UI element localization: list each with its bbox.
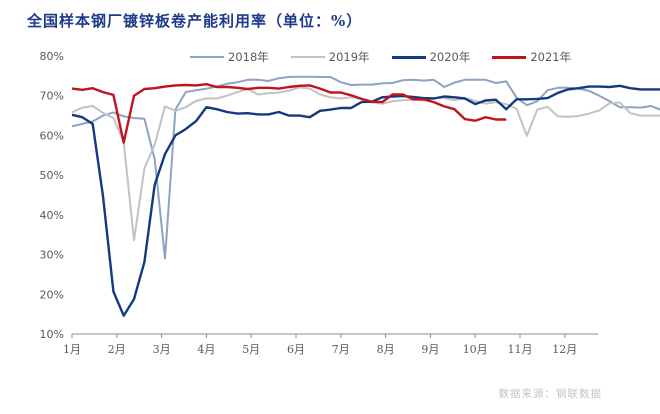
legend-item-2018: 2018年 [190,49,269,65]
x-tick-label: 11月 [508,343,533,356]
legend-swatch-2020 [391,55,426,59]
chart-legend: 2018年 2019年 2020年 2021年 [190,49,593,65]
y-tick-label: 20% [40,288,64,301]
x-tick-label: 1月 [63,343,81,356]
x-tick-label: 9月 [421,343,439,356]
y-tick-label: 40% [40,209,64,222]
legend-label-2018: 2018年 [228,50,269,64]
x-tick-label: 10月 [463,343,488,356]
legend-label-2019: 2019年 [328,50,370,64]
x-tick-label: 3月 [153,343,171,356]
y-tick-label: 50% [40,169,64,182]
chart-title: 全国样本钢厂镀锌板卷产能利用率（单位：%） [27,12,363,30]
y-tick-label: 30% [40,249,64,262]
series-line-2018 [71,75,660,260]
x-tick-label: 2月 [108,343,126,356]
x-tick-label: 7月 [332,343,350,356]
x-tick-label: 6月 [287,343,305,356]
x-tick-label: 8月 [377,343,395,356]
data-source-note: 数据来源：钢联数据 [498,388,602,400]
y-tick-label: 70% [40,90,64,103]
y-tick-label: 10% [40,328,64,341]
y-axis: 10% 20% 30% 40% 50% 60% 70% 80% [40,50,64,341]
legend-swatch-2018 [190,56,224,58]
legend-label-2020: 2020年 [429,50,471,64]
legend-item-2021: 2021年 [492,49,571,65]
x-tick-label: 12月 [552,343,577,356]
series-line-2020 [71,84,660,317]
x-axis: 1月 2月 3月 4月 5月 6月 7月 8月 9月 10月 11月 12月 [63,333,598,356]
legend-item-2019: 2019年 [290,49,370,65]
chart-lines [71,75,660,317]
legend-swatch-2021 [492,55,527,59]
y-tick-label: 60% [40,129,64,142]
legend-item-2020: 2020年 [391,49,471,65]
legend-swatch-2019 [290,56,325,58]
y-tick-label: 80% [40,50,64,63]
x-tick-label: 5月 [242,343,260,356]
legend-label-2021: 2021年 [530,50,572,64]
series-line-2021 [71,82,507,144]
x-tick-label: 4月 [197,343,215,356]
